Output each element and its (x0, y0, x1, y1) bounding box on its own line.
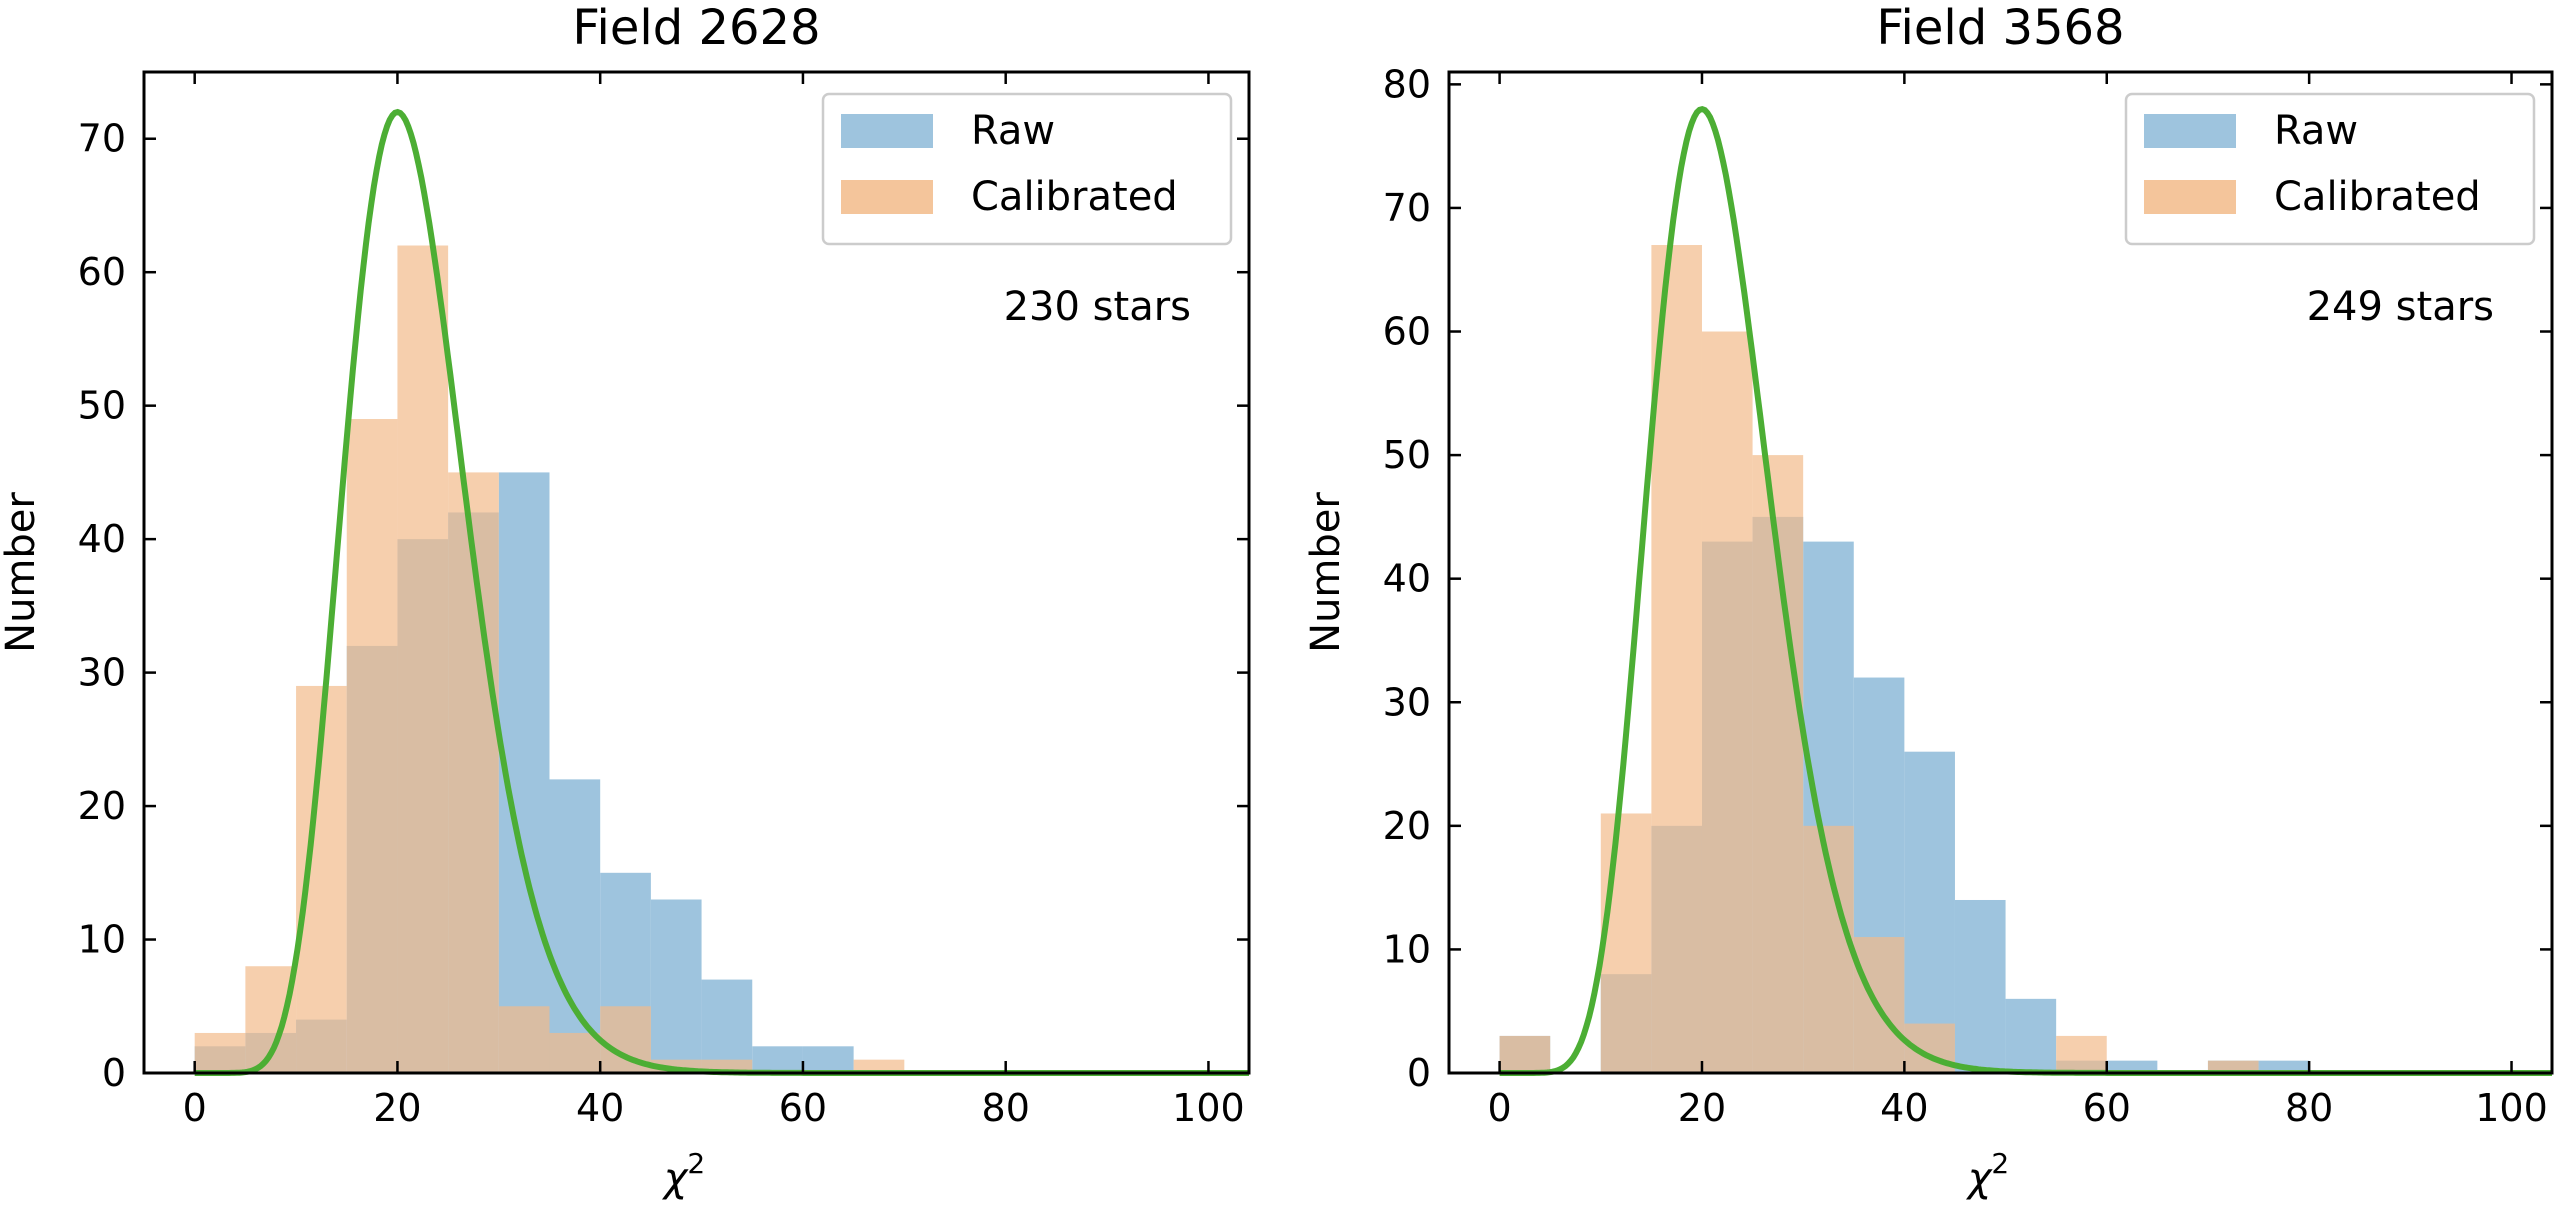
chart-title: Field 3568 (1876, 0, 2124, 56)
bar-calibrated (549, 1032, 601, 1073)
y-tick-label: 40 (1383, 557, 1431, 601)
bar-calibrated (1651, 245, 1702, 1074)
x-tick-label: 80 (982, 1086, 1030, 1130)
bar-raw (802, 1046, 854, 1073)
bar-raw (2258, 1060, 2310, 1073)
x-tick-label: 20 (1678, 1086, 1726, 1130)
bar-raw (650, 899, 702, 1073)
bar-raw (701, 979, 753, 1073)
bar-calibrated (1600, 813, 1652, 1073)
y-tick-label: 50 (78, 384, 126, 428)
y-tick-label: 70 (78, 117, 126, 161)
legend: Raw Calibrated (821, 92, 1233, 246)
legend: Raw Calibrated (2124, 92, 2536, 246)
bar-calibrated (853, 1059, 905, 1073)
x-axis-label-superscript: 2 (1991, 1147, 2009, 1180)
bar-calibrated (1701, 331, 1753, 1073)
legend-label-calibrated: Calibrated (2274, 174, 2481, 220)
bar-raw (1954, 899, 2006, 1073)
y-tick-label: 30 (78, 651, 126, 695)
x-tick-label: 80 (2285, 1086, 2333, 1130)
y-axis-label: Number (0, 492, 44, 653)
bar-raw (549, 779, 601, 1073)
bar-raw (752, 1046, 803, 1073)
x-tick-label: 100 (2475, 1086, 2548, 1130)
y-tick-label: 60 (1383, 310, 1431, 354)
bar-calibrated (194, 1032, 246, 1073)
chart-panel-1: 0 20 40 60 80 100 0 10 20 30 40 50 60 70 Field 2628 χ2 N… (0, 0, 1251, 1201)
y-tick-label: 50 (1383, 433, 1431, 477)
x-tick-label: 60 (779, 1086, 827, 1130)
y-tick-label: 20 (1383, 804, 1431, 848)
legend-label-raw: Raw (2274, 108, 2358, 154)
y-tick-label: 10 (78, 918, 126, 962)
x-axis-label: χ2 (662, 1147, 706, 1201)
y-tick-label: 20 (78, 784, 126, 828)
y-axis-label: Number (1303, 492, 1349, 653)
y-tick-label: 30 (1383, 680, 1431, 724)
x-tick-label: 20 (373, 1086, 421, 1130)
chart-panel-2: 0 20 40 60 80 100 0 10 20 30 40 50 60 70 80 Field 3568 χ… (1303, 0, 2554, 1201)
y-tick-label: 40 (78, 517, 126, 561)
legend-label-raw: Raw (971, 108, 1055, 154)
x-tick-label: 100 (1172, 1086, 1245, 1130)
stars-count-annotation: 249 stars (2307, 284, 2494, 330)
bar-raw (2106, 1060, 2158, 1073)
bar-calibrated (346, 419, 398, 1074)
bar-calibrated (1499, 1035, 1551, 1073)
series-calibrated (194, 245, 905, 1074)
x-tick-label: 60 (2083, 1086, 2131, 1130)
bar-calibrated (2056, 1035, 2107, 1073)
stars-count-annotation: 230 stars (1004, 284, 1191, 330)
chart-title: Field 2628 (572, 0, 820, 56)
bar-raw (2005, 998, 2057, 1073)
legend-swatch-raw (841, 114, 933, 148)
legend-swatch-calibrated (2144, 180, 2236, 214)
y-tick-label: 60 (78, 250, 126, 294)
series-calibrated (1499, 245, 2259, 1074)
y-tick-label: 70 (1383, 186, 1431, 230)
legend-label-calibrated: Calibrated (971, 174, 1178, 220)
x-axis-label-superscript: 2 (687, 1147, 705, 1180)
axes-frame (1447, 70, 2554, 1075)
y-tick-label: 0 (1407, 1051, 1431, 1095)
bar-calibrated (397, 245, 449, 1074)
bar-calibrated (2207, 1060, 2259, 1073)
x-axis-label-symbol: χ (1966, 1155, 1993, 1201)
axes-frame (142, 70, 1251, 1075)
x-axis-label: χ2 (1966, 1147, 2010, 1201)
legend-swatch-calibrated (841, 180, 933, 214)
x-tick-label: 40 (1880, 1086, 1928, 1130)
bar-raw (1904, 751, 1955, 1073)
y-tick-label: 10 (1383, 927, 1431, 971)
x-tick-label: 0 (183, 1086, 207, 1130)
x-axis-label-symbol: χ (662, 1155, 689, 1201)
bar-calibrated (498, 1006, 550, 1073)
x-tick-label: 40 (576, 1086, 624, 1130)
legend-swatch-raw (2144, 114, 2236, 148)
y-tick-label: 80 (1383, 62, 1431, 106)
x-tick-label: 0 (1488, 1086, 1512, 1130)
y-tick-label: 0 (102, 1051, 126, 1095)
